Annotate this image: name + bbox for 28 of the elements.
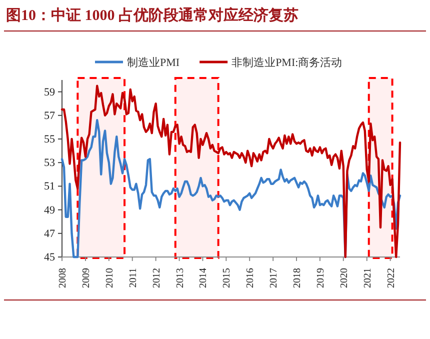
x-tick-label: 2020 xyxy=(338,268,350,288)
y-tick-label: 45 xyxy=(44,252,56,264)
x-tick-label: 2011 xyxy=(128,268,139,288)
x-tick-label: 2019 xyxy=(315,268,326,288)
y-tick-label: 57 xyxy=(44,110,56,122)
line-series xyxy=(60,84,402,258)
line-series xyxy=(60,119,402,258)
x-tick-label: 2012 xyxy=(151,268,162,288)
x-tick-label: 2021 xyxy=(362,268,374,288)
x-tick-label: 2015 xyxy=(222,268,233,288)
y-tick-label: 59 xyxy=(44,86,56,98)
y-tick-label: 55 xyxy=(44,134,56,146)
legend-label: 制造业PMI xyxy=(127,56,180,69)
x-tick-label: 2008 xyxy=(58,268,68,288)
x-tick-label: 2009 xyxy=(80,268,92,288)
x-tick-label: 2016 xyxy=(245,268,256,288)
y-tick-label: 49 xyxy=(44,204,56,216)
x-tick-label: 2017 xyxy=(268,268,280,288)
x-tick-label: 2022 xyxy=(386,268,397,288)
x-tick-label: 2018 xyxy=(292,268,304,288)
y-tick-label: 53 xyxy=(44,157,56,170)
y-tick-label: 47 xyxy=(44,228,56,240)
chart-title: 图10：中证 1000 占优阶段通常对应经济复苏 xyxy=(6,6,298,24)
legend-label: 非制造业PMI:商务活动 xyxy=(232,56,342,69)
x-tick-label: 2013 xyxy=(174,268,186,288)
x-tick-label: 2014 xyxy=(198,268,210,288)
y-tick-label: 51 xyxy=(44,180,55,193)
x-tick-label: 2010 xyxy=(104,268,116,288)
